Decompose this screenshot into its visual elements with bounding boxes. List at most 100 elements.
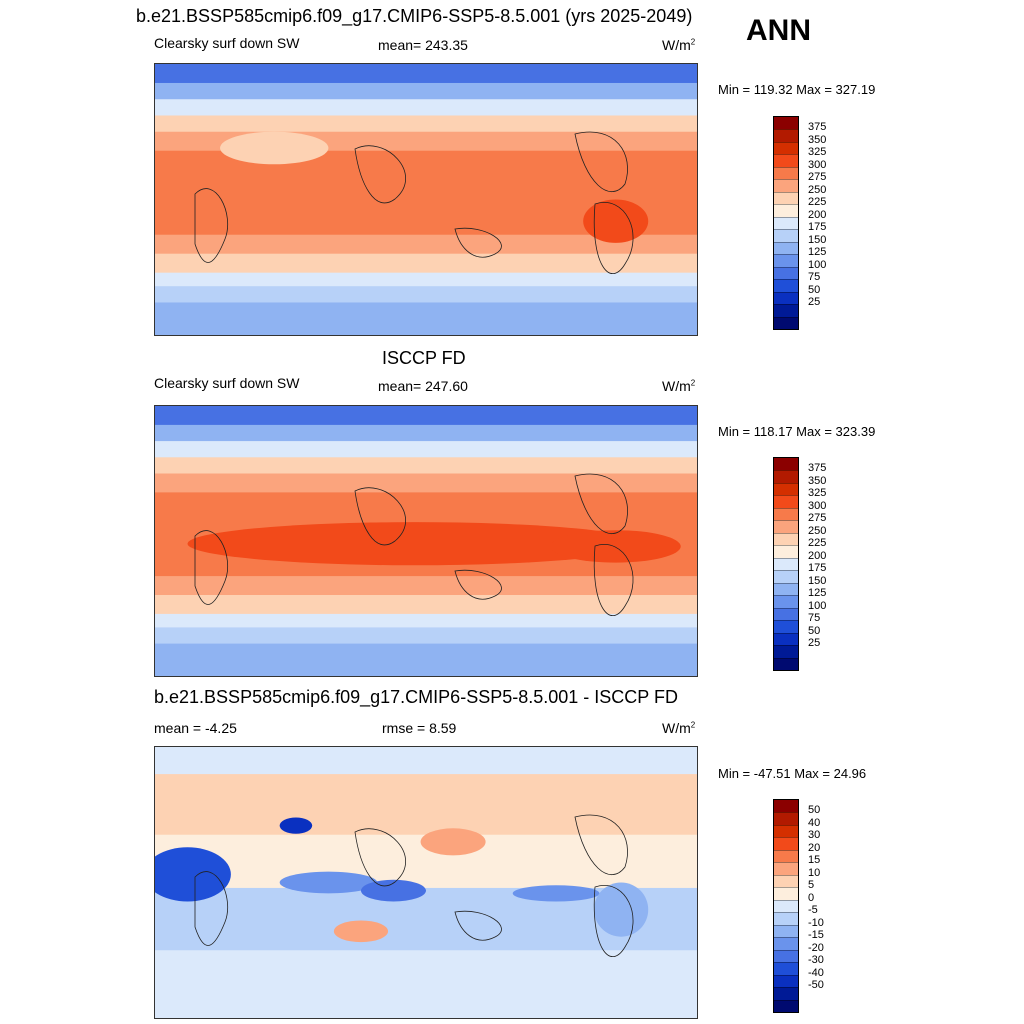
colorbar-tick-label: 25: [808, 296, 821, 309]
map-band: [155, 774, 697, 835]
map-band: [155, 627, 697, 645]
coastline: [354, 487, 407, 546]
panel2-variable-label: Clearsky surf down SW: [154, 375, 300, 391]
map-band: [155, 424, 697, 443]
panel1-variable-label: Clearsky surf down SW: [154, 35, 300, 51]
colorbar-tick-label: 50: [808, 624, 821, 637]
map-band: [155, 99, 697, 117]
map-band: [155, 643, 697, 676]
colorbar-swatch: [774, 620, 798, 633]
map-band: [155, 302, 697, 335]
colorbar-swatch: [774, 924, 798, 938]
colorbar-tick-label: -5: [808, 904, 818, 917]
colorbar-tick-label: 375: [808, 462, 827, 475]
colorbar-swatch: [774, 507, 798, 521]
map-band: [155, 286, 697, 304]
map-band: [155, 747, 697, 776]
panel3-units: W/m2: [662, 720, 696, 736]
colorbar-swatch: [774, 557, 798, 571]
colorbar-tick-label: -20: [808, 941, 824, 954]
colorbar-tick-label: 0: [808, 891, 815, 904]
map-field: [155, 747, 697, 1018]
coastline: [593, 885, 634, 958]
panel3-map: [154, 746, 698, 1019]
map-anomaly: [550, 530, 681, 563]
colorbar-swatch: [774, 607, 798, 621]
colorbar-tick-label: 350: [808, 133, 827, 146]
coastline: [593, 202, 634, 275]
map-band: [155, 253, 697, 274]
season-label: ANN: [746, 14, 811, 47]
colorbar-tick-label: 20: [808, 841, 821, 854]
colorbar-swatch: [774, 117, 798, 130]
colorbar-swatch: [774, 570, 798, 583]
colorbar-swatch: [774, 520, 798, 533]
coastline: [194, 530, 229, 605]
coastline: [454, 227, 502, 258]
colorbar-tick-label: 10: [808, 866, 821, 879]
colorbar-tick-label: -30: [808, 954, 824, 967]
panel2-mean-label: mean= 247.60: [378, 378, 468, 394]
colorbar-tick-label: 5: [808, 879, 815, 892]
panel3-colorbar: [773, 799, 799, 1013]
map-anomaly: [360, 879, 426, 902]
coastline: [574, 473, 628, 535]
colorbar-swatch: [774, 849, 798, 863]
coastline: [593, 544, 634, 617]
coastline: [194, 871, 229, 946]
colorbar-swatch: [774, 657, 798, 670]
colorbar-tick-label: 375: [808, 121, 827, 134]
map-anomaly: [155, 847, 231, 902]
colorbar-tick-label: 275: [808, 171, 827, 184]
colorbar-tick-label: 75: [808, 271, 821, 284]
colorbar-swatch: [774, 937, 798, 950]
colorbar-swatch: [774, 837, 798, 850]
colorbar-swatch: [774, 962, 798, 975]
panel1-minmax: Min = 119.32 Max = 327.19: [718, 82, 876, 97]
panel2-colorbar: [773, 457, 799, 671]
coastline: [574, 814, 628, 876]
colorbar-tick-label: 200: [808, 208, 827, 221]
colorbar-swatch: [774, 141, 798, 155]
map-anomaly: [220, 131, 329, 165]
map-anomaly: [333, 920, 389, 943]
colorbar-swatch: [774, 532, 798, 546]
colorbar-tick-label: 100: [808, 258, 827, 271]
colorbar-tick-label: -15: [808, 929, 824, 942]
colorbar-tick-label: 40: [808, 816, 821, 829]
colorbar-tick-label: -10: [808, 916, 824, 929]
map-band: [155, 473, 697, 494]
colorbar-tick-label: 300: [808, 499, 827, 512]
colorbar-swatch: [774, 216, 798, 230]
colorbar-swatch: [774, 862, 798, 875]
colorbar-swatch: [774, 800, 798, 813]
colorbar-swatch: [774, 812, 798, 825]
colorbar-tick-label: 50: [808, 283, 821, 296]
colorbar-swatch: [774, 582, 798, 596]
map-anomaly: [279, 871, 378, 894]
colorbar-swatch: [774, 999, 798, 1012]
coastline: [574, 131, 628, 193]
coastline: [194, 188, 229, 263]
colorbar-tick-label: 325: [808, 487, 827, 500]
map-anomaly: [594, 882, 649, 937]
coastline: [354, 145, 407, 204]
colorbar-swatch: [774, 316, 798, 329]
panel2-units: W/m2: [662, 378, 696, 394]
colorbar-tick-label: 350: [808, 474, 827, 487]
map-band: [155, 234, 697, 255]
colorbar-swatch: [774, 949, 798, 963]
coastline: [454, 569, 502, 600]
map-band: [155, 115, 697, 133]
colorbar-tick-label: 175: [808, 562, 827, 575]
colorbar-swatch: [774, 204, 798, 217]
map-band: [155, 272, 697, 288]
map-band: [155, 457, 697, 475]
colorbar-tick-label: 275: [808, 512, 827, 525]
colorbar-swatch: [774, 129, 798, 142]
panel3-rmse-label: rmse = 8.59: [382, 720, 457, 736]
colorbar-tick-label: 15: [808, 854, 821, 867]
colorbar-swatch: [774, 874, 798, 888]
colorbar-swatch: [774, 899, 798, 913]
colorbar-tick-label: 75: [808, 612, 821, 625]
